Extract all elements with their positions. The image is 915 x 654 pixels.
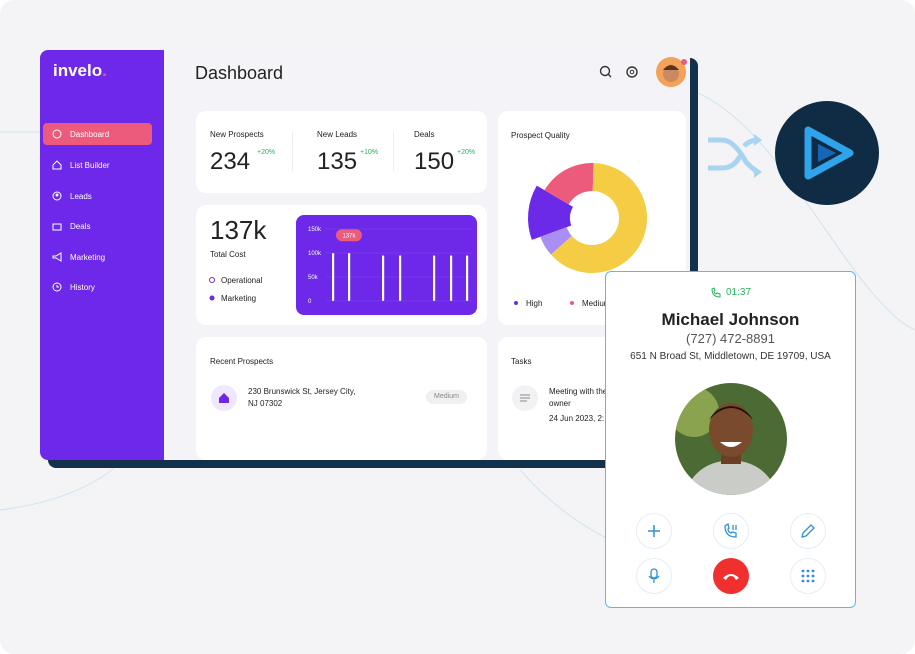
menu-item[interactable]: History xyxy=(43,276,152,298)
bar xyxy=(382,255,385,301)
legend-dot xyxy=(514,301,518,305)
menu-label: Leads xyxy=(70,191,92,201)
card-title: Prospect Quality xyxy=(511,131,570,140)
stat-change: +10% xyxy=(360,149,379,156)
menu-label: List Builder xyxy=(70,160,110,170)
cost-chart: 0 50k 100k 150k 137k xyxy=(308,227,472,305)
annotation-box xyxy=(336,229,362,242)
menu-label: History xyxy=(70,282,95,292)
annotation-label: 137k xyxy=(342,234,356,240)
recent-card: Recent Prospects 230 Brunswick St, Jerse… xyxy=(196,337,487,460)
donut-slice xyxy=(540,227,572,255)
stats-card: New Prospects 234 +20% New Leads 135 +10… xyxy=(196,111,487,193)
hangup-button[interactable] xyxy=(713,558,749,594)
stat-label: New Prospects xyxy=(210,130,264,139)
menu-item[interactable]: Leads xyxy=(43,185,152,207)
bar xyxy=(348,253,351,301)
stat-change: +20% xyxy=(257,149,276,156)
card-title: Recent Prospects xyxy=(210,357,274,366)
hold-button[interactable] xyxy=(713,513,749,549)
call-timer: 01:37 xyxy=(726,287,752,298)
y-tick-label: 150k xyxy=(308,227,322,233)
task-date: 24 Jun 2023, 2: xyxy=(549,414,605,423)
cost-chart-bg xyxy=(296,215,477,315)
keypad-button[interactable] xyxy=(790,558,826,594)
prospect-address: 230 Brunswick St, Jersey City, NJ 07302 xyxy=(248,387,356,408)
card-title: Tasks xyxy=(511,357,532,366)
menu-item[interactable]: Marketing xyxy=(43,246,152,268)
legend-label: Medium xyxy=(582,299,611,308)
menu-item[interactable]: Deals xyxy=(43,215,152,237)
header-icons xyxy=(599,65,638,78)
task-text: Meeting with the owner xyxy=(549,387,608,408)
stat-label: New Leads xyxy=(317,130,358,139)
cost-value: 137k xyxy=(210,215,267,245)
caller-address: 651 N Broad St, Middletown, DE 19709, US… xyxy=(630,351,831,362)
y-tick-label: 0 xyxy=(308,299,312,305)
bar xyxy=(433,255,436,301)
integration-logos xyxy=(708,101,879,205)
cost-label: Total Cost xyxy=(210,250,246,259)
bar xyxy=(399,255,402,301)
caller-phone: (727) 472-8891 xyxy=(686,331,775,346)
edit-button[interactable] xyxy=(790,513,826,549)
menu-label: Deals xyxy=(70,221,91,231)
logo-text: invelo xyxy=(53,61,103,80)
legend-dot xyxy=(570,301,574,305)
y-tick-label: 50k xyxy=(308,275,319,281)
logo: invelo. xyxy=(53,61,107,80)
bar xyxy=(466,255,469,301)
menu-item[interactable]: List Builder xyxy=(43,154,152,176)
stat-value: 135 xyxy=(317,148,358,175)
legend-label: Operational xyxy=(221,276,263,285)
call-card: 01:37 Michael Johnson (727) 472-8891 651… xyxy=(605,271,856,608)
stat-value: 150 xyxy=(414,148,455,175)
stat-change: +20% xyxy=(457,149,476,156)
donut-slice xyxy=(528,185,574,240)
y-tick-label: 100k xyxy=(308,251,322,257)
legend-label: Marketing xyxy=(221,294,257,303)
donut-slice xyxy=(544,163,594,205)
tag: Medium xyxy=(426,390,467,404)
stat-label: Deals xyxy=(414,130,435,139)
avatar[interactable] xyxy=(655,56,689,88)
bar xyxy=(332,253,335,301)
caller-photo xyxy=(675,383,787,495)
legend-label: High xyxy=(526,299,542,308)
donut-chart: High Medium xyxy=(514,163,647,308)
bar xyxy=(450,255,453,301)
add-button[interactable] xyxy=(636,513,672,549)
donut-slice xyxy=(550,163,647,273)
page-title: Dashboard xyxy=(195,63,284,83)
stat-value: 234 xyxy=(210,148,251,175)
menu-label: Marketing xyxy=(70,252,106,262)
mute-button[interactable] xyxy=(636,558,672,594)
menu-item[interactable]: Dashboard xyxy=(43,123,152,145)
caller-name: Michael Johnson xyxy=(661,310,800,329)
menu-label: Dashboard xyxy=(70,129,110,139)
